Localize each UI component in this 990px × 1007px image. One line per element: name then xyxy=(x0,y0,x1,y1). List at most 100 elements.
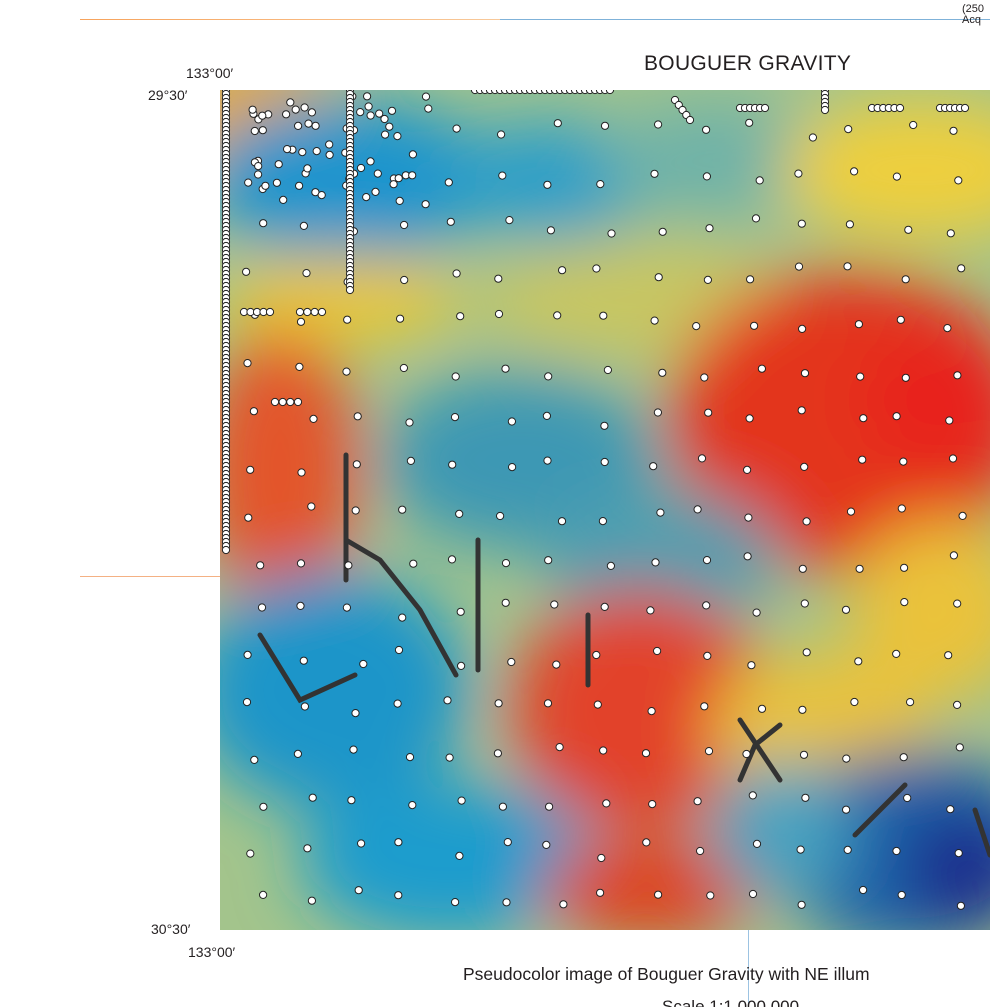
gravity-station-point xyxy=(846,507,856,516)
gravity-station-point xyxy=(798,705,807,714)
gravity-station-point xyxy=(398,613,407,622)
acquisition-note: (250 Acq xyxy=(962,4,984,26)
gravity-station-point xyxy=(697,454,707,463)
gravity-station-point xyxy=(505,216,514,225)
gravity-station-point xyxy=(656,508,665,517)
gravity-station-point xyxy=(261,181,270,190)
gravity-station-point xyxy=(345,285,355,295)
gravity-station-point xyxy=(243,650,252,660)
gravity-station-point xyxy=(958,511,967,520)
gravity-map-canvas xyxy=(220,90,990,930)
gravity-station-point xyxy=(696,846,705,856)
gravity-station-point xyxy=(654,273,663,282)
gravity-station-point xyxy=(842,805,851,814)
gravity-station-point xyxy=(344,561,353,570)
gravity-station-point xyxy=(294,121,303,131)
gravity-station-point xyxy=(543,699,553,708)
gravity-station-point xyxy=(748,889,758,899)
gravity-station-point xyxy=(307,108,317,117)
gravity-station-point xyxy=(755,176,764,185)
gravity-station-point xyxy=(797,900,806,909)
gravity-station-point xyxy=(599,311,608,320)
gravity-station-point xyxy=(706,891,715,900)
gravity-station-point xyxy=(650,169,659,178)
gravity-station-point xyxy=(371,187,380,197)
gravity-station-point xyxy=(647,707,656,716)
gravity-station-point xyxy=(820,105,830,115)
gravity-station-point xyxy=(244,513,253,522)
gravity-station-point xyxy=(501,598,510,607)
mid-rule-orange xyxy=(80,576,220,577)
gravity-station-point xyxy=(555,743,564,752)
gravity-station-point xyxy=(559,900,568,909)
gravity-station-point xyxy=(700,702,709,711)
gravity-station-point xyxy=(501,559,511,568)
gravity-station-point xyxy=(956,901,966,910)
gravity-station-point xyxy=(558,266,567,275)
gravity-station-point xyxy=(899,457,908,466)
gravity-station-point xyxy=(605,90,615,95)
gravity-station-point xyxy=(892,846,901,856)
gravity-station-point xyxy=(953,371,962,380)
gravity-station-point xyxy=(702,125,711,134)
gravity-station-point xyxy=(896,315,905,324)
gravity-station-point xyxy=(389,180,398,189)
gravity-station-point xyxy=(493,749,502,758)
gravity-station-point xyxy=(704,408,713,417)
gravity-station-point xyxy=(892,649,901,659)
gravity-station-point xyxy=(356,108,365,117)
gravity-station-point xyxy=(279,195,288,205)
gravity-station-point xyxy=(693,797,702,806)
gravity-station-point xyxy=(278,397,287,407)
gravity-station-point xyxy=(953,700,962,710)
gravity-station-point xyxy=(363,92,372,101)
gravity-station-point xyxy=(400,275,409,285)
gravity-station-point xyxy=(596,180,605,189)
gravity-station-point xyxy=(557,517,567,526)
gravity-station-point xyxy=(297,468,306,477)
gravity-station-point xyxy=(445,753,454,762)
gravity-station-point xyxy=(600,457,609,467)
gravity-station-point xyxy=(456,312,465,321)
gravity-station-point xyxy=(957,264,966,273)
gravity-station-point xyxy=(599,746,608,755)
gravity-station-point xyxy=(303,307,312,317)
gravity-station-point xyxy=(544,372,553,381)
gravity-station-point xyxy=(653,408,662,417)
gravity-station-point xyxy=(856,372,865,381)
gravity-station-point xyxy=(650,316,659,325)
gravity-station-point xyxy=(270,397,280,407)
gravity-station-point xyxy=(310,307,319,317)
gravity-station-point xyxy=(312,147,321,156)
gravity-station-point xyxy=(801,793,810,802)
gravity-station-point xyxy=(858,455,867,464)
gravity-station-point xyxy=(498,802,507,811)
gravity-station-point xyxy=(259,890,268,900)
gravity-station-point xyxy=(747,661,756,670)
gravity-station-point xyxy=(299,221,309,230)
gravity-station-point xyxy=(800,462,809,471)
gravity-station-point xyxy=(745,414,754,423)
gravity-station-point xyxy=(797,406,806,415)
gravity-station-point xyxy=(751,214,761,223)
gravity-station-point xyxy=(700,373,709,382)
gravity-station-point xyxy=(946,805,955,814)
gravity-station-point xyxy=(552,660,561,669)
gravity-station-point xyxy=(901,275,910,284)
gravity-station-point xyxy=(354,886,363,895)
gravity-station-point xyxy=(899,753,908,762)
gravity-station-point xyxy=(421,200,430,209)
gravity-station-point xyxy=(744,513,753,522)
gravity-station-point xyxy=(496,511,505,521)
gravity-station-point xyxy=(347,796,356,805)
gravity-station-point xyxy=(272,178,282,187)
gravity-station-point xyxy=(302,269,311,278)
gravity-station-point xyxy=(494,309,504,319)
gravity-station-point xyxy=(311,121,320,130)
gravity-station-point xyxy=(242,698,252,707)
top-rule-orange xyxy=(80,19,500,20)
gravity-station-point xyxy=(841,605,851,614)
gravity-station-point xyxy=(298,148,307,157)
gravity-station-point xyxy=(750,321,759,330)
gravity-station-point xyxy=(296,317,306,326)
